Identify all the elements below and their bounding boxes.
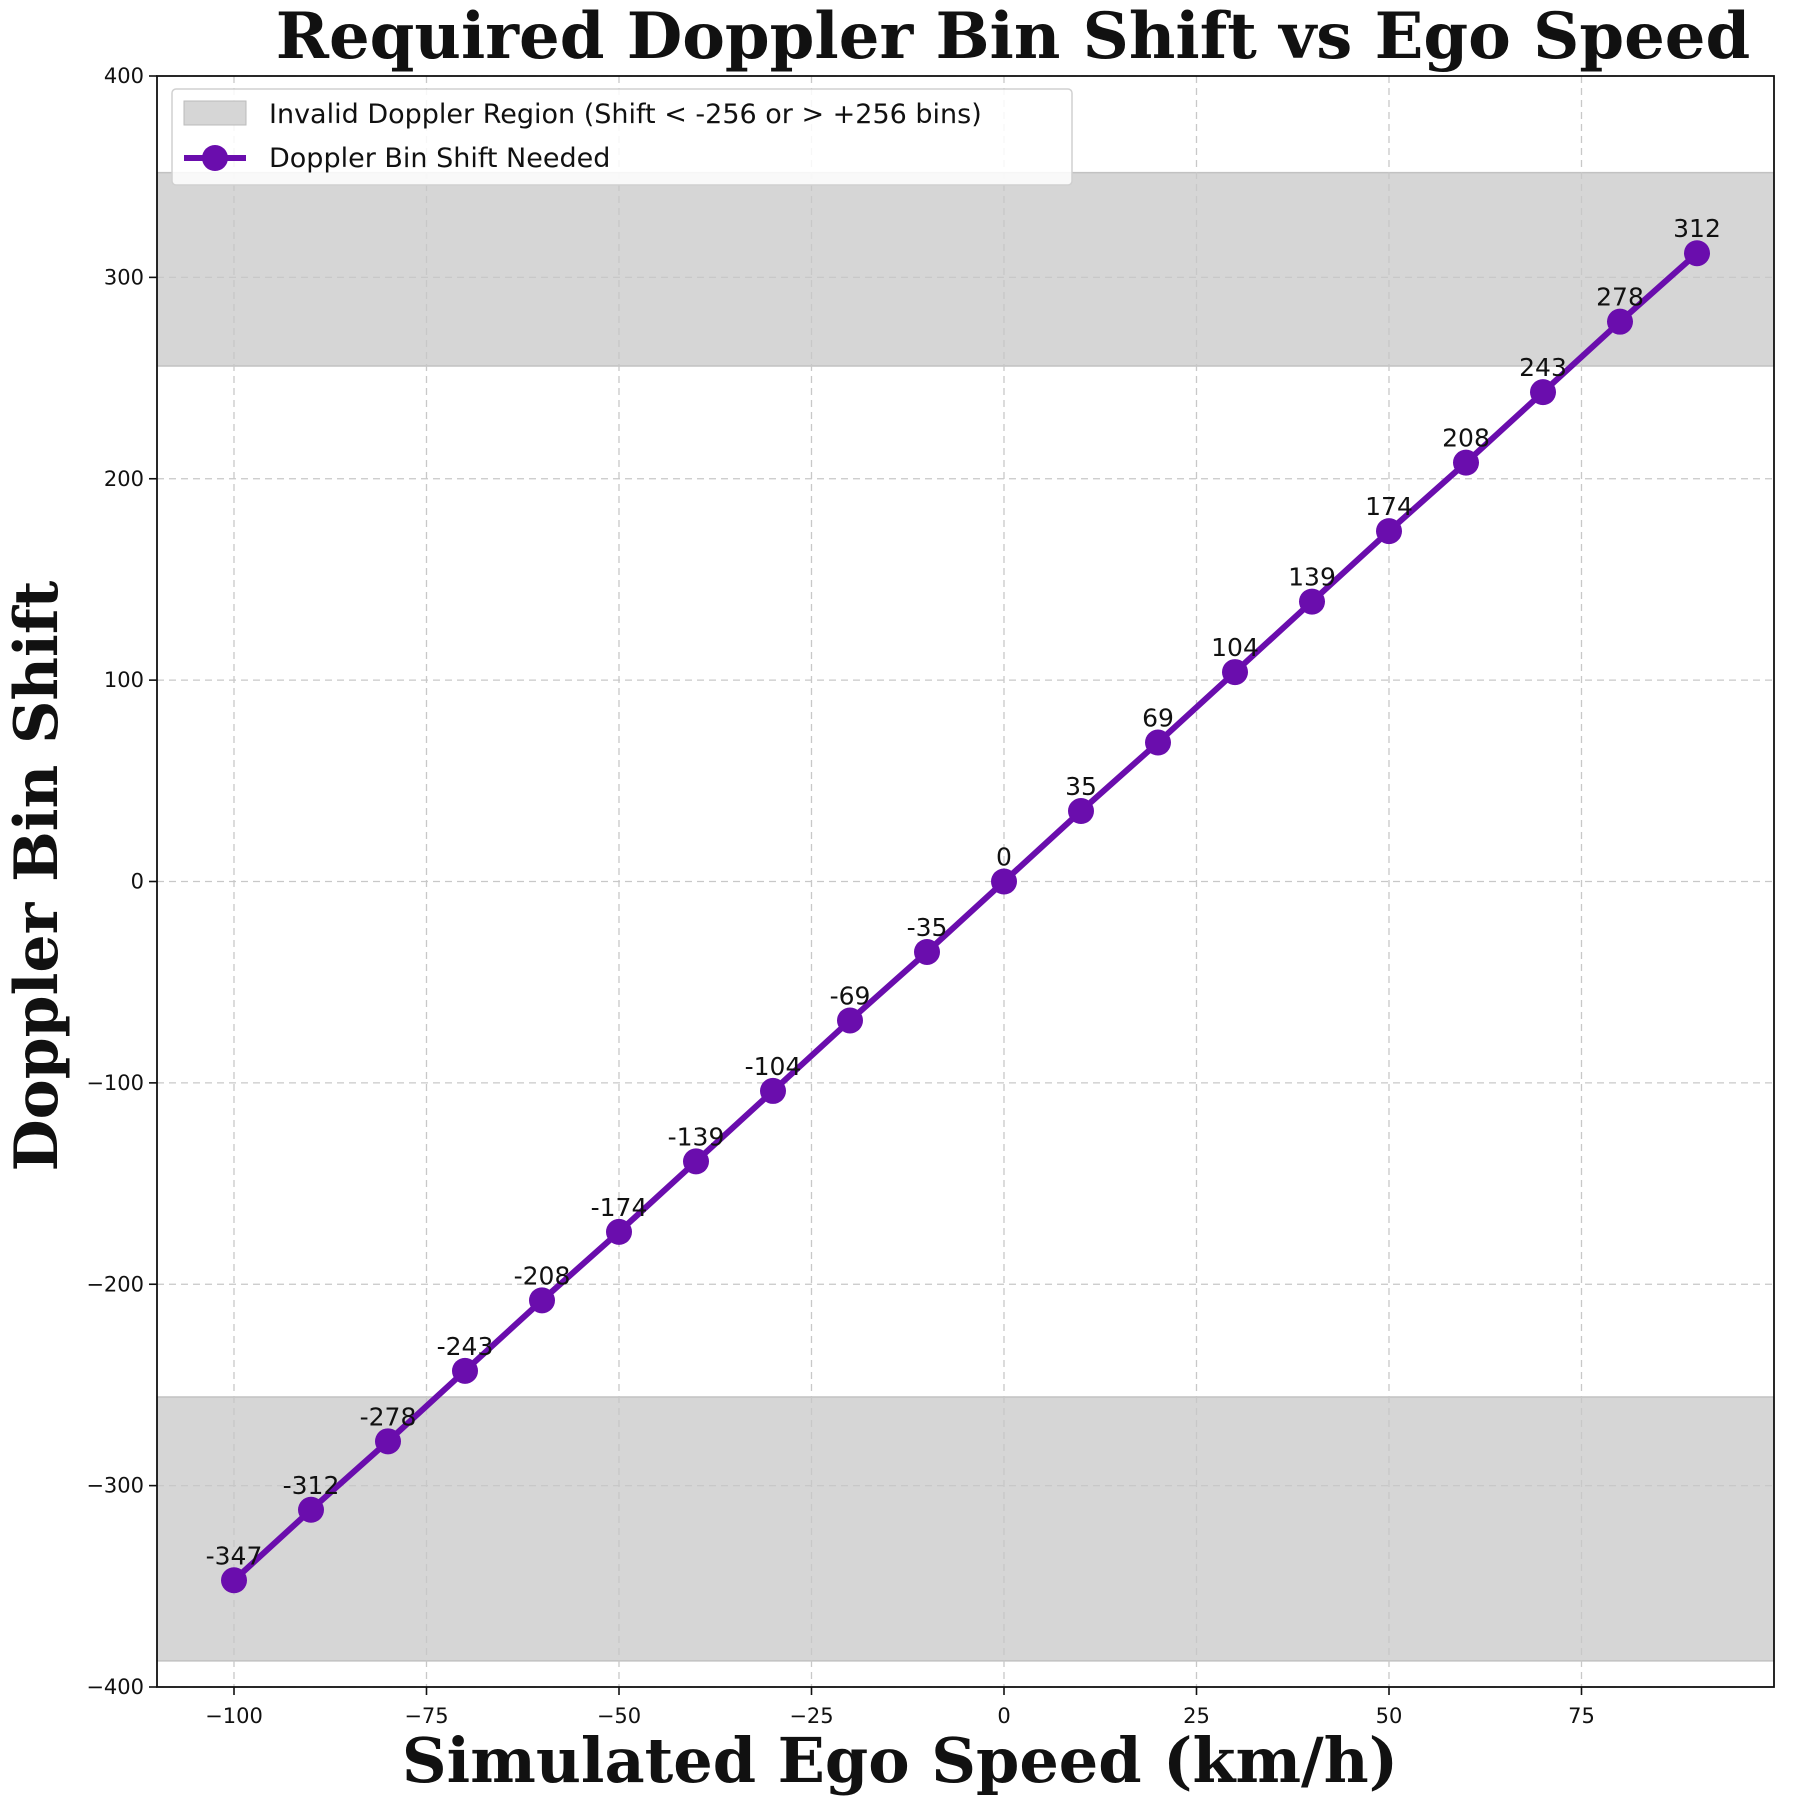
gridlines — [157, 75, 1774, 1688]
data-label: -243 — [437, 1332, 494, 1361]
y-axis-label: Doppler Bin Shift — [2, 580, 72, 1171]
data-point — [375, 1428, 401, 1455]
data-label: 69 — [1142, 704, 1174, 733]
y-tick-label: −400 — [86, 1675, 144, 1699]
data-label: 139 — [1288, 563, 1336, 592]
x-tick-label: −100 — [205, 1704, 263, 1728]
data-point — [1607, 308, 1633, 335]
data-point — [1684, 240, 1710, 267]
x-tick-label: −50 — [597, 1704, 641, 1728]
y-tick-label: −200 — [86, 1272, 144, 1296]
legend-series-marker — [202, 145, 228, 171]
data-point — [1299, 588, 1325, 615]
plot-frame — [156, 75, 1775, 1688]
y-tick-label: 100 — [104, 668, 144, 692]
data-point — [529, 1287, 555, 1314]
legend-region-swatch — [183, 100, 247, 126]
x-tick-label: 50 — [1376, 1704, 1403, 1728]
data-point — [1453, 449, 1479, 476]
data-label: -139 — [668, 1122, 725, 1151]
data-label: -208 — [514, 1261, 571, 1290]
legend: Invalid Doppler Region (Shift < -256 or … — [171, 88, 1073, 186]
data-point — [606, 1218, 632, 1245]
data-label: 104 — [1211, 633, 1259, 662]
data-label: -69 — [830, 981, 871, 1010]
data-point — [760, 1077, 786, 1104]
data-point — [1145, 729, 1171, 756]
data-label: -104 — [745, 1052, 802, 1081]
x-tick-label: 75 — [1568, 1704, 1595, 1728]
data-point — [221, 1567, 247, 1594]
data-labels: -347 -312 -278 -243 -208 -174 -139 -104 -69 -35 0 3… — [206, 214, 1721, 1570]
data-label: 208 — [1442, 424, 1490, 453]
x-tick-label: 0 — [997, 1704, 1010, 1728]
y-tick-label: 200 — [104, 467, 144, 491]
x-tick-label: −25 — [789, 1704, 833, 1728]
data-label: -312 — [283, 1471, 340, 1500]
data-series — [221, 240, 1710, 1594]
data-label: -174 — [591, 1193, 648, 1222]
data-label: 174 — [1365, 492, 1413, 521]
y-tick-label: −300 — [86, 1474, 144, 1498]
legend-region-label: Invalid Doppler Region (Shift < -256 or … — [269, 99, 982, 130]
data-point — [452, 1357, 478, 1384]
data-point — [298, 1496, 324, 1523]
data-point — [1068, 798, 1094, 825]
data-label: 312 — [1673, 214, 1721, 243]
data-label: 35 — [1065, 772, 1097, 801]
legend-box — [171, 88, 1073, 186]
x-tick-label: −75 — [404, 1704, 448, 1728]
x-tick-label: 25 — [1183, 1704, 1210, 1728]
data-point — [1530, 379, 1556, 406]
invalid-region-band-0 — [157, 172, 1774, 366]
y-tick-label: 0 — [131, 870, 144, 894]
data-label: -35 — [907, 913, 948, 942]
x-axis-label: Simulated Ego Speed (km/h) — [402, 1724, 1398, 1797]
data-point — [914, 938, 940, 965]
y-axis-ticks: −400 −300 −200 −100 0 100 200 300 400 — [86, 64, 157, 1699]
x-axis-ticks: −100 −75 −50 −25 0 25 50 75 — [205, 1687, 1595, 1728]
data-label: 243 — [1519, 353, 1567, 382]
legend-series-label: Doppler Bin Shift Needed — [269, 143, 610, 174]
data-label: -278 — [360, 1402, 417, 1431]
data-label: 0 — [996, 843, 1012, 872]
data-point — [991, 868, 1017, 895]
series-line — [231, 250, 1699, 1583]
data-point — [1222, 659, 1248, 686]
y-tick-label: 400 — [104, 64, 144, 88]
data-label: 278 — [1596, 283, 1644, 312]
data-point — [1376, 518, 1402, 545]
data-point — [683, 1148, 709, 1175]
chart-title: Required Doppler Bin Shift vs Ego Speed — [276, 0, 1751, 74]
y-tick-label: −100 — [86, 1071, 144, 1095]
data-point — [837, 1007, 863, 1034]
data-label: -347 — [206, 1541, 263, 1570]
y-tick-label: 300 — [104, 265, 144, 289]
